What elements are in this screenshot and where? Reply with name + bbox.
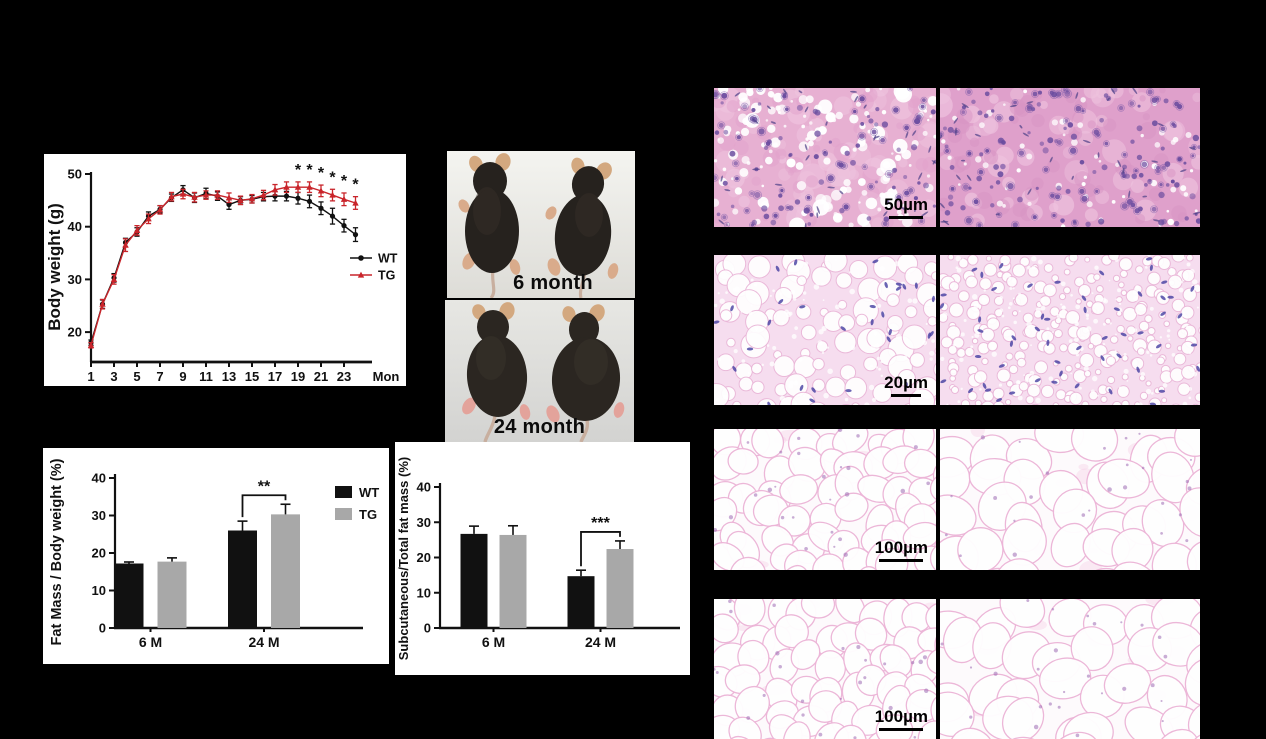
svg-text:30: 30 <box>68 272 82 287</box>
svg-text:**: ** <box>258 478 271 495</box>
svg-text:20: 20 <box>68 325 82 340</box>
svg-text:10: 10 <box>92 583 106 598</box>
svg-text:40: 40 <box>92 471 106 486</box>
svg-text:*: * <box>352 177 359 194</box>
svg-text:7: 7 <box>156 369 163 384</box>
scale-bar: 100µm <box>875 708 928 731</box>
h-r2-r-image <box>940 255 1200 405</box>
svg-text:20: 20 <box>92 546 106 561</box>
mouse-photo-6-month-image <box>447 151 635 298</box>
h-r3-l-image <box>714 429 936 570</box>
svg-text:15: 15 <box>245 369 259 384</box>
svg-text:40: 40 <box>68 219 82 234</box>
scale-label: 50µm <box>884 195 928 214</box>
histology-white-adipose-tg <box>940 429 1200 570</box>
h-r4-r-image <box>940 599 1200 739</box>
svg-text:*: * <box>295 162 302 179</box>
histology-brown-adipose-wt: 20µm <box>714 255 936 405</box>
subcutaneous-chart-svg: 0 10 20 30 40 6 M 24 M Subcutaneous/Total fat m… <box>396 457 680 660</box>
subcutaneous-fat-bar-chart-panel: 0 10 20 30 40 6 M 24 M Subcutaneous/Total fat m… <box>395 442 690 675</box>
scale-bar: 100µm <box>875 539 928 562</box>
svg-text:1: 1 <box>87 369 94 384</box>
histology-liver-wt: 50µm <box>714 88 936 227</box>
svg-text:10: 10 <box>417 585 431 600</box>
h-r2-l-image <box>714 255 936 405</box>
scale-label: 100µm <box>874 538 928 557</box>
mouse-photo-24-month-image <box>445 300 634 442</box>
svg-text:*: * <box>329 169 336 186</box>
svg-text:Mon: Mon <box>373 369 400 384</box>
h-r1-r-image <box>940 88 1200 227</box>
scale-line <box>891 394 922 397</box>
mouse-photo-24-month: 24 month <box>445 300 634 442</box>
svg-text:17: 17 <box>268 369 282 384</box>
histology-liver-tg <box>940 88 1200 227</box>
photo-label-6-month: 6 month <box>513 272 593 294</box>
svg-text:6 M: 6 M <box>482 634 505 650</box>
svg-text:0: 0 <box>99 621 106 636</box>
photo-label-24-month: 24 month <box>493 416 586 438</box>
scale-bar: 50µm <box>884 196 928 219</box>
svg-text:WT: WT <box>359 485 379 500</box>
mouse-photo-6-month: 6 month <box>447 151 635 298</box>
svg-text:***: *** <box>591 515 610 532</box>
svg-text:23: 23 <box>337 369 351 384</box>
svg-text:24 M: 24 M <box>248 634 279 650</box>
scale-line <box>889 216 924 219</box>
svg-text:30: 30 <box>417 515 431 530</box>
scale-label: 20µm <box>884 373 928 392</box>
svg-text:13: 13 <box>222 369 236 384</box>
svg-text:11: 11 <box>199 369 213 384</box>
svg-text:50: 50 <box>68 167 82 182</box>
svg-text:19: 19 <box>291 369 305 384</box>
svg-text:*: * <box>306 162 313 179</box>
svg-text:Subcutaneous/Total fat mass (%: Subcutaneous/Total fat mass (%) <box>396 457 411 660</box>
svg-text:21: 21 <box>314 369 328 384</box>
svg-text:6 M: 6 M <box>139 634 162 650</box>
scale-line <box>879 728 924 731</box>
scale-line <box>879 559 924 562</box>
scale-label: 100µm <box>874 707 928 726</box>
svg-text:20: 20 <box>417 550 431 565</box>
histology-white-adipose-2-wt: 100µm <box>714 599 936 739</box>
svg-text:WT: WT <box>378 252 398 266</box>
svg-text:40: 40 <box>417 480 431 495</box>
svg-text:*: * <box>341 173 348 190</box>
h-r4-l-image <box>714 599 936 739</box>
fat-mass-bar-chart-panel: 0 10 20 30 40 6 M 24 M Fat Mass / Body weight (… <box>43 448 389 664</box>
histology-white-adipose-2-tg <box>940 599 1200 739</box>
svg-text:0: 0 <box>424 621 431 636</box>
svg-text:9: 9 <box>179 369 186 384</box>
svg-text:30: 30 <box>92 508 106 523</box>
h-r3-r-image <box>940 429 1200 570</box>
h-r1-l-image <box>714 88 936 227</box>
svg-text:Fat Mass / Body weight (%): Fat Mass / Body weight (%) <box>49 458 65 645</box>
svg-text:24 M: 24 M <box>585 634 616 650</box>
body-weight-line-chart-panel: 20 30 40 50 1 3 5 7 9 11 13 15 17 19 21 23 Mon Body weigh… <box>44 154 406 386</box>
svg-text:*: * <box>318 165 325 182</box>
histology-white-adipose-wt: 100µm <box>714 429 936 570</box>
svg-text:5: 5 <box>133 369 140 384</box>
svg-text:3: 3 <box>110 369 117 384</box>
scale-bar: 20µm <box>884 374 928 397</box>
svg-text:TG: TG <box>359 507 377 522</box>
svg-text:Body weight (g): Body weight (g) <box>45 203 64 330</box>
fat_mass-chart-svg: 0 10 20 30 40 6 M 24 M Fat Mass / Body weight (… <box>49 458 379 650</box>
svg-text:TG: TG <box>378 269 395 283</box>
histology-brown-adipose-tg <box>940 255 1200 405</box>
